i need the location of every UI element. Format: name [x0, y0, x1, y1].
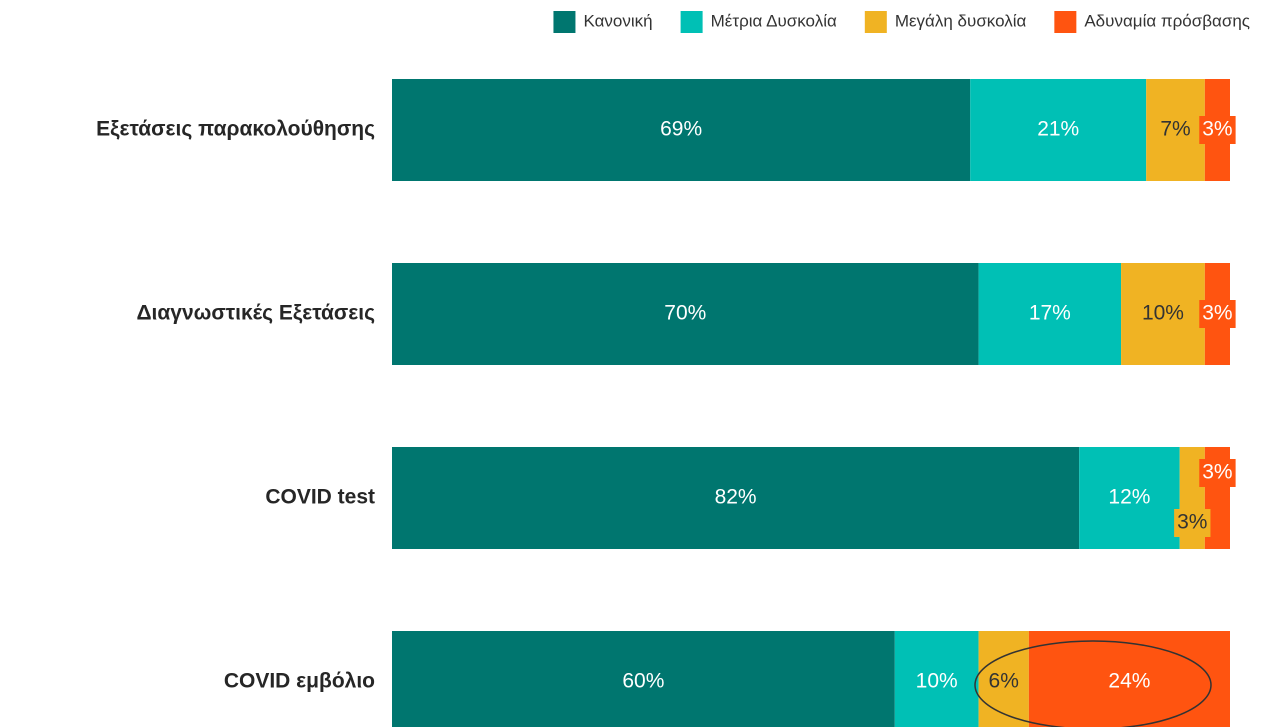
legend-label: Αδυναμία πρόσβασης [1084, 11, 1250, 30]
value-label: 10% [1142, 302, 1184, 325]
value-label: 17% [1029, 302, 1071, 325]
value-label-box [1199, 116, 1236, 144]
legend-label: Μέτρια Δυσκολία [711, 11, 837, 30]
bar-segment [392, 631, 895, 727]
value-label: 24% [1108, 670, 1150, 693]
bar-segment [894, 631, 979, 727]
value-label-box [1174, 509, 1211, 537]
bar-segment [392, 263, 979, 365]
value-label: 3% [1177, 511, 1207, 534]
value-label: 6% [989, 670, 1019, 693]
value-label: 69% [660, 118, 702, 141]
value-label-box [1199, 459, 1236, 487]
value-label: 3% [1202, 118, 1232, 141]
category-label: Διαγνωστικές Εξετάσεις [136, 302, 375, 325]
legend-swatch [1054, 11, 1077, 33]
legend-label: Κανονική [583, 11, 652, 30]
value-label: 3% [1202, 302, 1232, 325]
bar-segment [1079, 447, 1180, 549]
bar-segment [1146, 79, 1205, 181]
highlight-ellipse [974, 640, 1212, 727]
value-label: 3% [1202, 461, 1232, 484]
category-label: COVID εμβόλιο [224, 670, 375, 693]
value-label: 12% [1108, 486, 1150, 509]
legend-label: Μεγάλη δυσκολία [895, 11, 1027, 30]
legend-swatch [680, 11, 703, 33]
legend-swatch [553, 11, 576, 33]
value-label: 21% [1037, 118, 1079, 141]
bar-segment [978, 263, 1122, 365]
bar-segment [1121, 263, 1205, 365]
bar-segment [1028, 631, 1230, 727]
value-label: 82% [715, 486, 757, 509]
bar-segment [392, 79, 971, 181]
value-label: 10% [916, 670, 958, 693]
value-label: 70% [664, 302, 706, 325]
legend-swatch [864, 11, 887, 33]
bar-segment [978, 631, 1029, 727]
category-label: COVID test [265, 486, 375, 509]
bar-segment [970, 79, 1147, 181]
bar-segment [392, 447, 1080, 549]
value-label: 60% [622, 670, 664, 693]
category-label: Εξετάσεις παρακολούθησης [96, 118, 375, 141]
value-label: 7% [1160, 118, 1190, 141]
value-label-box [1199, 300, 1236, 328]
